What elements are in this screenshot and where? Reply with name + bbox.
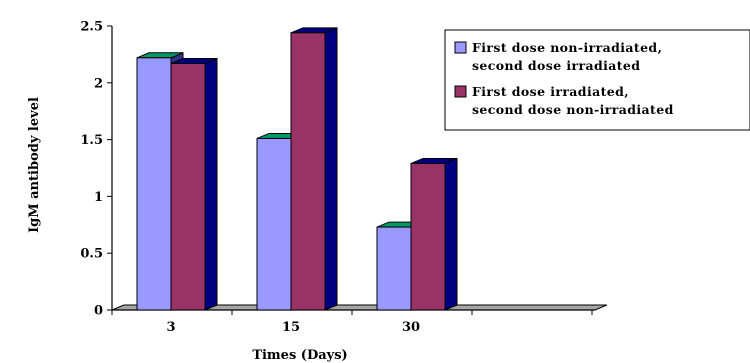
y-tick-label: 2.5 (80, 20, 103, 35)
y-tick-label: 0 (94, 304, 103, 319)
legend-label: First dose irradiated, (472, 84, 629, 99)
legend-swatch (454, 85, 467, 98)
x-tick-label: 30 (402, 320, 420, 335)
bar-side (324, 27, 338, 311)
bar-front (410, 162, 446, 311)
x-axis-title: Times (Days) (252, 348, 347, 363)
bar (410, 157, 458, 311)
x-tick-label: 15 (282, 320, 300, 335)
bar-front (290, 32, 326, 311)
y-tick-label: 1 (94, 190, 103, 205)
bar-layer (136, 27, 458, 311)
legend-box (444, 29, 750, 131)
bar (170, 57, 218, 311)
bar-front (170, 62, 206, 311)
legend-label: second dose irradiated (472, 58, 640, 73)
bar-side (444, 157, 458, 311)
legend-label: First dose non-irradiated, (472, 40, 662, 55)
bar-front (376, 226, 412, 311)
bar (290, 27, 338, 311)
bar-front (256, 137, 292, 311)
bar-front (136, 57, 172, 311)
y-tick-label: 1.5 (80, 133, 103, 148)
y-tick-label: 2 (94, 76, 103, 91)
bar-side (204, 57, 218, 311)
x-tick-label: 3 (166, 320, 175, 335)
legend: First dose non-irradiated, second dose ir… (444, 29, 750, 131)
y-axis-title: IgM antibody level (27, 97, 42, 233)
legend-label: second dose non-irradiated (472, 102, 674, 117)
axis-layer: 0 0.5 1 1.5 2 2.5 3 15 30 (80, 20, 595, 335)
y-tick-label: 0.5 (80, 247, 103, 262)
legend-swatch (454, 41, 467, 54)
